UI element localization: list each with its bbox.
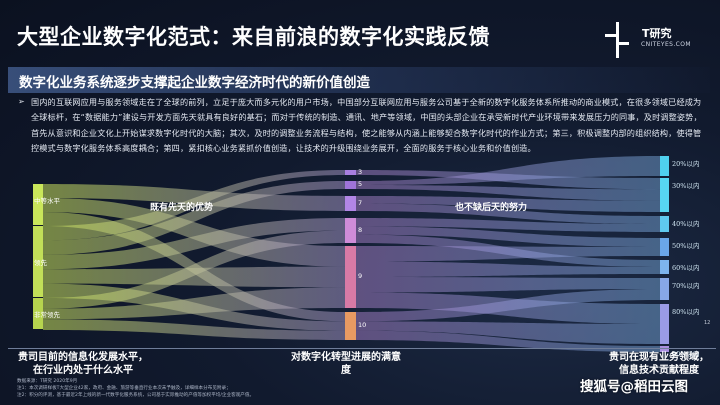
middle-node <box>345 196 356 211</box>
middle-node <box>345 170 356 175</box>
subtitle-bar <box>8 67 710 93</box>
right-node-label: 80%以内 <box>672 308 700 316</box>
right-node-label: 20%以内 <box>672 160 700 168</box>
bullet-arrow-icon: ➢ <box>18 97 25 106</box>
right-node-label: 40%以内 <box>672 220 700 228</box>
logo-icon <box>605 22 629 58</box>
left-to-middle-links <box>43 170 345 340</box>
right-node <box>660 238 669 256</box>
middle-node-label: 10 <box>358 321 367 329</box>
middle-right-link <box>356 196 660 212</box>
middle-right-link <box>356 277 660 293</box>
right-caption: 也不缺后天的努力 <box>455 203 528 213</box>
left-middle-link <box>43 230 345 309</box>
left-middle-link <box>43 319 345 340</box>
right-node <box>660 304 669 344</box>
divider <box>8 348 716 349</box>
left-node-label: 非常领先 <box>34 311 60 319</box>
middle-node-label: 7 <box>358 198 363 207</box>
right-node-label: 90%以内 <box>672 350 700 358</box>
question-left: 贵司目前的信息化发展水平，在行业内处于什么水平 <box>18 352 148 376</box>
left-node-label: 中等水平 <box>34 197 60 205</box>
body-paragraph: 国内的互联网应用与服务领域走在了全球的前列，立足于庞大而多元化的用户市场，中国部… <box>31 97 702 153</box>
middle-right-link <box>356 218 660 232</box>
question-middle: 对数字化转型进展的满意度 <box>291 352 401 376</box>
right-node <box>660 216 669 232</box>
question-right: 贵司在现有业务领域，信息技术贡献程度 <box>609 352 709 376</box>
left-middle-link <box>43 181 345 255</box>
right-node-label: 70%以内 <box>672 282 700 290</box>
middle-node-label: 8 <box>358 225 363 234</box>
right-node <box>660 278 669 300</box>
right-node-label: 60%以内 <box>672 264 700 272</box>
footnote-2: 注2：积分的评测，基于最近2年上线的新一代数字化服务系统，公司基于实际推动的产值… <box>17 393 255 398</box>
right-node-label: 30%以内 <box>672 182 700 190</box>
middle-right-link <box>356 261 660 277</box>
middle-right-link <box>356 226 660 247</box>
middle-to-right-links <box>356 156 660 352</box>
left-middle-link <box>43 184 345 211</box>
middle-right-link <box>356 289 660 322</box>
left-node <box>33 298 43 329</box>
middle-node <box>345 181 356 189</box>
left-node <box>33 184 43 225</box>
right-node <box>660 156 669 176</box>
middle-right-link <box>356 246 660 262</box>
middle-node <box>345 218 356 243</box>
left-node-label: 领先 <box>34 259 47 267</box>
middle-node <box>345 312 356 340</box>
middle-right-link <box>356 321 660 344</box>
middle-node <box>345 246 356 308</box>
logo-name: T研究 <box>642 27 672 40</box>
middle-right-link <box>356 156 660 185</box>
source-note: 数据来源：T研究 2020年9月 <box>17 379 78 384</box>
left-middle-link <box>43 170 345 241</box>
section-subtitle: 数字化业务系统逐步支撑起企业数字经济时代的新价值创造 <box>19 75 370 91</box>
page-number: 12 <box>704 320 711 326</box>
right-node-label: 50%以内 <box>672 242 700 250</box>
middle-right-link <box>356 185 660 201</box>
middle-right-link <box>356 330 660 352</box>
right-node <box>660 260 669 274</box>
middle-nodes <box>345 170 356 340</box>
footnote-1: 注1：本次调研样板T大型企业42家，政府、金融、旅游等垂直行业本次未予触及，详细… <box>17 386 231 391</box>
left-nodes <box>33 184 43 329</box>
left-caption: 既有先天的优势 <box>150 203 214 213</box>
middle-node-label: 9 <box>358 272 363 280</box>
left-middle-link <box>43 218 345 270</box>
middle-node-label: 5 <box>358 180 363 188</box>
middle-node-label: 3 <box>358 167 363 176</box>
left-middle-link <box>43 266 345 288</box>
right-nodes <box>660 156 669 352</box>
middle-right-link <box>356 203 660 224</box>
right-node <box>660 178 669 212</box>
logo-url: CNITEYES.COM <box>641 41 691 48</box>
left-node <box>33 226 43 297</box>
page-title: 大型企业数字化范式：来自前浪的数字化实践反馈 <box>17 25 490 49</box>
left-middle-link <box>43 287 345 320</box>
watermark: 搜狐号@稻田云图 <box>580 379 688 395</box>
right-node <box>660 346 669 352</box>
